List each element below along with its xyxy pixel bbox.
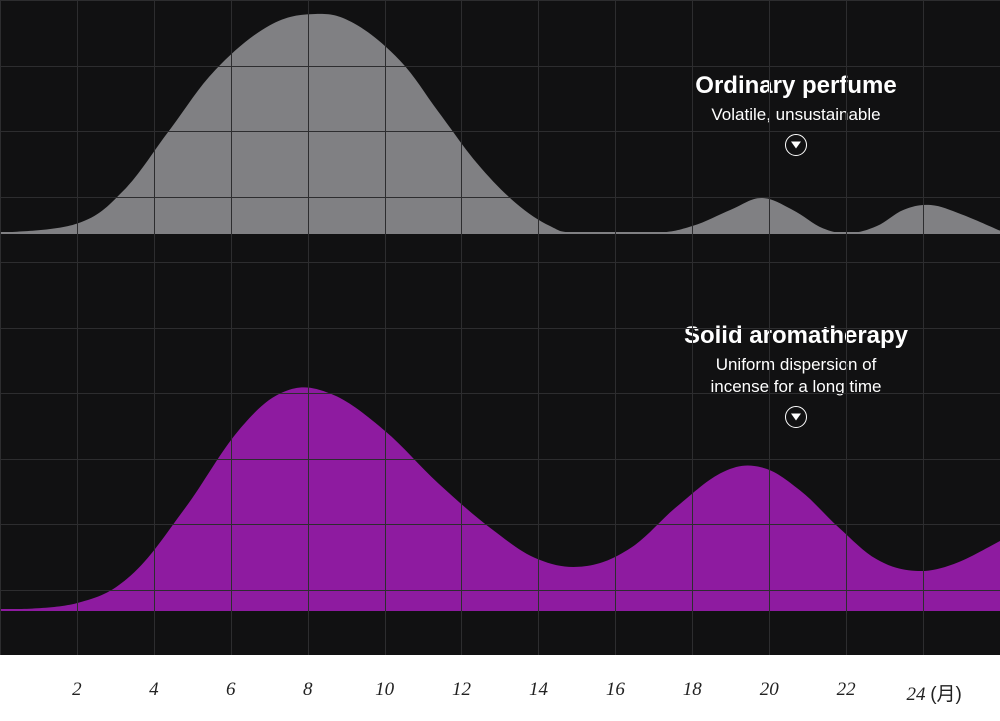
chevron-down-circle-icon	[785, 406, 807, 428]
x-tick-label: 6	[226, 679, 236, 701]
label-block-bottom: Solid aromatherapy Uniform dispersion of…	[666, 322, 926, 433]
x-tick-label: 2	[72, 679, 82, 701]
grid-line-horizontal	[0, 0, 1000, 1]
grid-line-horizontal	[0, 262, 1000, 263]
grid-line-horizontal	[0, 66, 1000, 67]
series-subtitle-top: Volatile, unsustainable	[666, 104, 926, 126]
grid-line-horizontal	[0, 393, 1000, 394]
x-tick-label: 8	[303, 679, 313, 701]
x-tick-label: 14	[529, 679, 548, 701]
x-axis: 2 4 6 8 10 12 14 16 18 20 22 24 (月)	[0, 655, 1000, 721]
series-subtitle-bottom: Uniform dispersion ofincense for a long …	[666, 354, 926, 398]
x-tick-label: 10	[375, 679, 394, 701]
x-tick-label: 24 (月)	[906, 679, 961, 706]
x-axis-unit: (月)	[930, 684, 962, 705]
series-title-bottom: Solid aromatherapy	[666, 322, 926, 350]
chevron-down-circle-icon	[785, 134, 807, 156]
x-tick-label: 12	[452, 679, 471, 701]
x-tick-label: 20	[760, 679, 779, 701]
series-title-top: Ordinary perfume	[666, 72, 926, 100]
grid-line-horizontal	[0, 524, 1000, 525]
chart-area: Ordinary perfume Volatile, unsustainable…	[0, 0, 1000, 655]
grid-line-horizontal	[0, 459, 1000, 460]
x-tick-label: 18	[683, 679, 702, 701]
grid-line-horizontal	[0, 328, 1000, 329]
x-tick-label: 16	[606, 679, 625, 701]
grid-line-horizontal	[0, 590, 1000, 591]
x-tick-label: 4	[149, 679, 159, 701]
grid-line-horizontal	[0, 197, 1000, 198]
x-tick-label: 22	[837, 679, 856, 701]
grid-line-horizontal	[0, 131, 1000, 132]
baseline-bottom	[0, 609, 1000, 611]
label-block-top: Ordinary perfume Volatile, unsustainable	[666, 72, 926, 161]
baseline-top	[0, 232, 1000, 234]
